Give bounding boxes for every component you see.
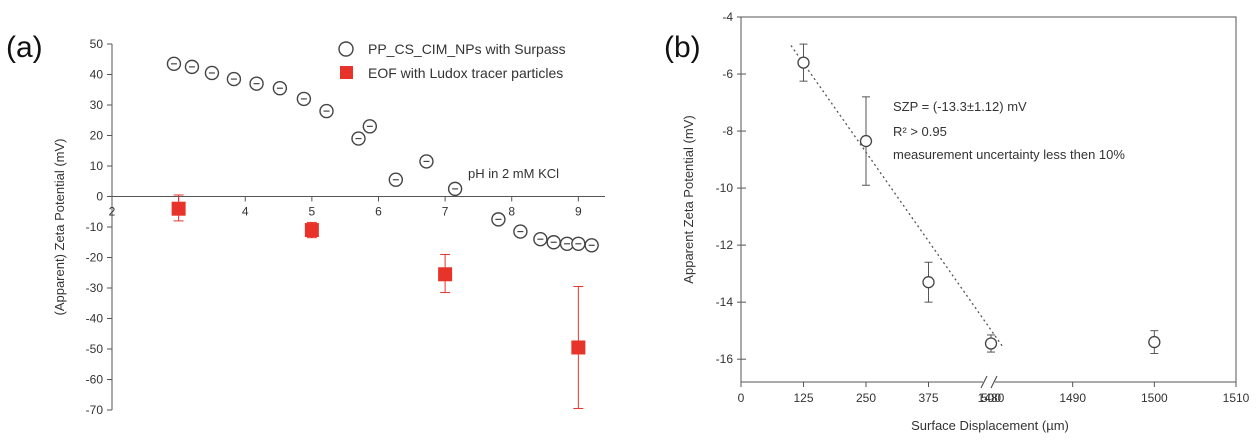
y-tick-label: 20 [90, 129, 104, 143]
axis-break-gap [983, 374, 995, 390]
y-tick-label: -16 [716, 352, 734, 366]
panel-a-legend: PP_CS_CIM_NPs with Surpass EOF with Ludo… [338, 41, 566, 81]
axis-break-mark [990, 375, 998, 389]
y-tick-label: -60 [86, 373, 104, 387]
x-tick-label: 250 [856, 391, 876, 405]
x-tick-label: 9 [575, 205, 582, 219]
panel-b-y-axis-title: Apparent Zeta Potential (mV) [681, 115, 696, 283]
panel-b-y-ticks: -4 -6 -8 -10 -12 -14 -16 [716, 10, 746, 366]
data-point [1148, 335, 1161, 349]
x-tick-label: 7 [442, 205, 449, 219]
panel-b-plot-frame [740, 16, 1237, 383]
y-tick-label: -6 [722, 67, 733, 81]
legend-marker-eof [340, 66, 353, 79]
y-tick-label: 10 [90, 159, 104, 173]
y-tick-label: -10 [86, 220, 104, 234]
data-point [984, 337, 998, 350]
y-tick-label: -20 [86, 251, 104, 265]
panel-a-series-surpass [166, 56, 599, 253]
panel-b: (b) -4 -6 -8 -10 -12 -14 -16 0 125 250 375 5001480… [664, 10, 1250, 433]
y-tick-label: -12 [716, 238, 734, 252]
y-tick-label: -4 [722, 10, 733, 24]
data-point [922, 276, 935, 289]
x-tick-label: 2 [109, 205, 116, 219]
x-tick-label: 125 [793, 391, 813, 405]
y-tick-label: -10 [716, 181, 734, 195]
panel-b-annotation-r2: R² > 0.95 [893, 124, 947, 139]
x-tick-label: 1510 [1223, 391, 1250, 405]
panel-a-y-axis-title: (Apparent) Zeta Potential (mV) [52, 138, 67, 315]
x-tick-label: 4 [242, 205, 249, 219]
y-tick-label: -14 [716, 295, 734, 309]
x-tick-label: 6 [375, 205, 382, 219]
y-tick-label: 30 [90, 98, 104, 112]
data-point [571, 340, 586, 355]
x-tick-label: 1480 [978, 391, 1005, 405]
data-point [859, 134, 873, 148]
x-tick-label: 375 [918, 391, 938, 405]
panel-a-y-ticks: 50 40 30 20 10 0 -10 -20 -30 -40 -50 -60 -70 [86, 37, 112, 417]
x-tick-label: 8 [508, 205, 515, 219]
panel-b-label: (b) [664, 31, 701, 64]
x-tick-label: 1500 [1141, 391, 1168, 405]
x-tick-label: 5 [309, 205, 316, 219]
x-tick-label: 1490 [1059, 391, 1086, 405]
y-tick-label: -40 [86, 312, 104, 326]
data-point [797, 56, 810, 69]
panel-a-annotation: pH in 2 mM KCl [468, 166, 559, 181]
x-tick-label: 500 [981, 391, 1001, 405]
y-tick-label: -70 [86, 403, 104, 417]
panel-b-fit-line [790, 45, 1005, 349]
legend-label-eof: EOF with Ludox tracer particles [368, 65, 563, 81]
y-tick-label: -8 [722, 124, 733, 138]
y-tick-label: 50 [90, 37, 104, 51]
data-point [438, 267, 453, 282]
panel-b-series-points [797, 56, 1161, 350]
panel-a-series-eof [171, 201, 586, 355]
y-tick-label: -30 [86, 281, 104, 295]
panel-b-error-bars [799, 43, 1159, 354]
y-tick-label: -50 [86, 342, 104, 356]
data-point [304, 223, 319, 238]
panel-a-label: (a) [6, 31, 43, 64]
panel-b-axis-break [980, 374, 998, 390]
x-tick-label: 0 [738, 391, 745, 405]
legend-label-surpass: PP_CS_CIM_NPs with Surpass [368, 41, 566, 57]
y-tick-label: 40 [90, 68, 104, 82]
panel-b-x-axis-title: Surface Displacement (µm) [911, 418, 1069, 433]
y-tick-label: 0 [96, 190, 103, 204]
axis-break-mark [980, 375, 988, 389]
panel-b-annotation-uncertainty: measurement uncertainty less then 10% [893, 147, 1125, 162]
data-point [171, 201, 186, 216]
legend-marker-surpass [338, 41, 354, 57]
panel-b-annotation-szp: SZP = (-13.3±1.12) mV [893, 99, 1027, 114]
